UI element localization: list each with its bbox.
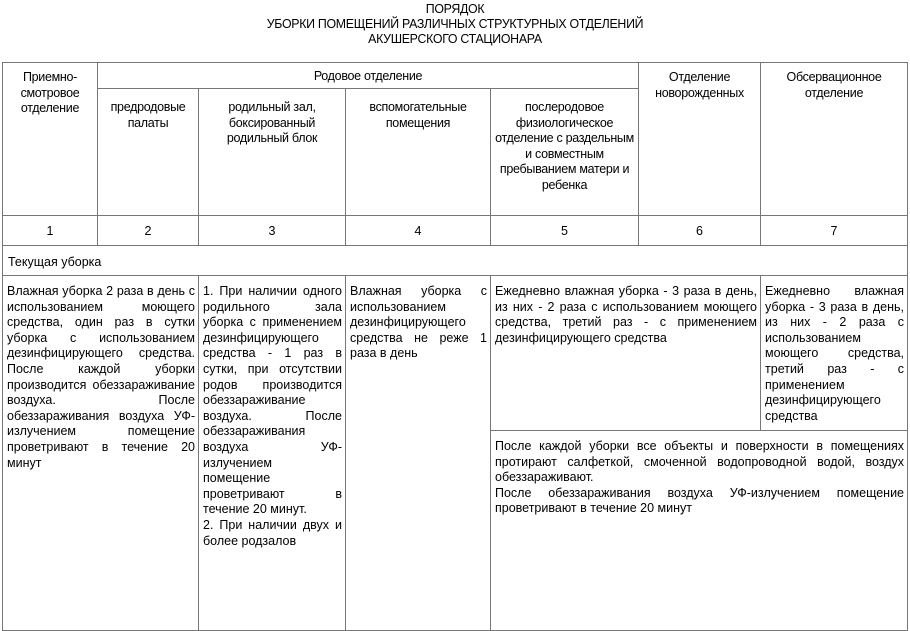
header-rodovoe: Родовое отделение <box>96 62 640 89</box>
title-line-1: ПОРЯДОК <box>425 1 485 16</box>
column-numbers-row: 1 2 3 4 5 6 7 <box>2 215 909 246</box>
cell-delivery-room-p1: 1. При наличии одного родильного зала уб… <box>203 284 342 517</box>
title-line-2: УБОРКИ ПОМЕЩЕНИЙ РАЗЛИЧНЫХ СТРУКТУРНЫХ О… <box>266 16 644 31</box>
title-line-3: АКУШЕРСКОГО СТАЦИОНАРА <box>368 31 542 46</box>
col-number: 6 <box>638 215 762 246</box>
col-number: 7 <box>760 215 909 246</box>
header-col4: вспомогательные помещения <box>345 88 491 216</box>
col-number: 3 <box>198 215 346 246</box>
cell-observation: Ежедневно влажная уборка - 3 раза в день… <box>760 275 909 431</box>
section-current-cleaning: Текущая уборка <box>1 245 909 276</box>
cell-auxiliary: Влажная уборка с использованием дезинфиц… <box>345 275 491 631</box>
col-number: 2 <box>97 215 199 246</box>
col-number: 4 <box>345 215 491 246</box>
cell-after-cleaning: После каждой уборки все объекты и поверх… <box>489 430 909 631</box>
header-col1: Приемно-смотровое отделение <box>2 62 98 216</box>
cell-reception: Влажная уборка 2 раза в день с использов… <box>2 275 199 631</box>
cell-delivery-room-p2: 2. При наличии двух и более родзалов <box>203 517 342 548</box>
col-number: 1 <box>2 215 98 246</box>
document-title: ПОРЯДОК УБОРКИ ПОМЕЩЕНИЙ РАЗЛИЧНЫХ СТРУК… <box>23 1 888 46</box>
header-col3: родильный зал, боксированный родильный б… <box>198 88 346 216</box>
header-col7: Обсервационное отделение <box>760 62 909 216</box>
col-number: 5 <box>489 215 640 246</box>
cell-after-cleaning-p2: После обеззараживания воздуха УФ-излучен… <box>495 485 905 516</box>
cell-postpartum-newborn: Ежедневно влажная уборка - 3 раза в день… <box>489 275 762 431</box>
header-col5: послеродовое физиологическое отделение с… <box>489 88 640 216</box>
header-col6: Отделение новорожденных <box>638 62 762 216</box>
header-col2: предродовые палаты <box>97 88 199 216</box>
cell-delivery-room: 1. При наличии одного родильного зала уб… <box>198 275 346 631</box>
cell-after-cleaning-p1: После каждой уборки все объекты и поверх… <box>495 439 905 485</box>
cleaning-table: Приемно-смотровое отделение Родовое отде… <box>1 62 909 631</box>
